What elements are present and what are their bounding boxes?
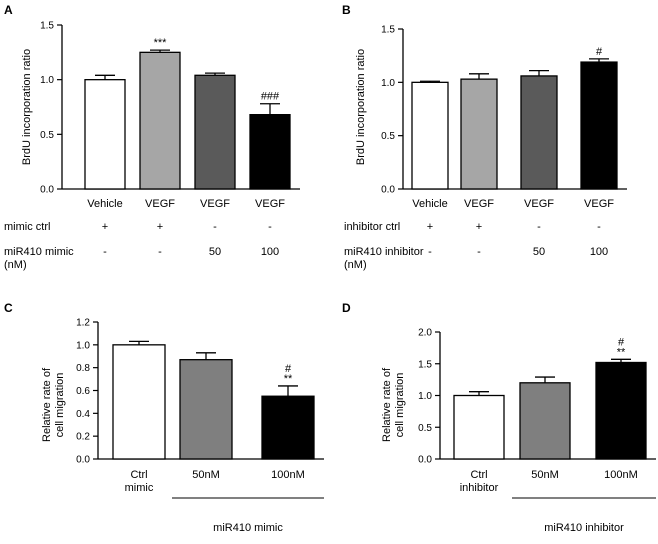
category-label: 50nM <box>192 469 220 481</box>
bar <box>519 382 571 460</box>
panel-c: C 0.0 0.2 0.4 0.6 0.8 1.0 1.2 Relative rate ofce… <box>4 301 324 534</box>
y-tick-label: 0.5 <box>40 130 54 141</box>
y-tick-label: 1.0 <box>418 391 432 402</box>
condition-value: - <box>537 221 541 233</box>
condition-label: inhibitor ctrl <box>344 221 400 233</box>
group-label: miR410 mimic <box>213 522 283 534</box>
bar <box>460 78 498 190</box>
panel-letter: C <box>4 301 13 315</box>
category-label: Vehicle <box>87 198 122 210</box>
category-label: Ctrl <box>470 469 487 481</box>
category-label: 100nM <box>604 469 638 481</box>
condition-value: + <box>157 221 163 233</box>
bar <box>580 61 618 190</box>
panel-letter: B <box>342 3 351 17</box>
condition-value: - <box>213 221 217 233</box>
condition-value: - <box>158 246 162 258</box>
y-tick-label: 0.0 <box>40 185 54 196</box>
y-axis-title: Relative rate ofcell migration <box>381 367 406 442</box>
y-tick-label: 2.0 <box>418 328 432 339</box>
y-tick-label: 0.6 <box>76 386 90 397</box>
y-tick-label: 0.5 <box>381 131 395 142</box>
panel-b: B 0.0 0.5 1.0 1.5 BrdU incorporation ratio Veh… <box>342 3 627 271</box>
y-axis-title: BrdU incorporation ratio <box>21 49 33 165</box>
condition-value: - <box>103 246 107 258</box>
y-tick-label: 0.8 <box>76 363 90 374</box>
significance-label: *** <box>154 37 168 49</box>
bar <box>179 359 233 460</box>
group-label: miR410 inhibitor <box>544 522 624 534</box>
significance-label: # <box>618 336 625 348</box>
y-tick-label: 1.5 <box>418 359 432 370</box>
category-label: VEGF <box>200 198 230 210</box>
condition-value: - <box>477 246 481 258</box>
condition-value: + <box>102 221 108 233</box>
significance-label: # <box>596 46 603 58</box>
bar <box>194 74 236 190</box>
condition-value: - <box>428 246 432 258</box>
category-label: VEGF <box>145 198 175 210</box>
y-axis-title: Relative rate ofcell migration <box>41 367 66 442</box>
y-tick-label: 1.5 <box>40 21 54 32</box>
y-tick-label: 1.5 <box>381 25 395 36</box>
bar <box>84 79 126 190</box>
y-tick-label: 1.0 <box>381 78 395 89</box>
category-label: VEGF <box>584 198 614 210</box>
category-label: VEGF <box>464 198 494 210</box>
bar <box>520 75 558 190</box>
condition-value: 50 <box>533 246 545 258</box>
category-label: Ctrl <box>130 469 147 481</box>
category-label: mimic <box>125 482 154 494</box>
condition-value: + <box>476 221 482 233</box>
bar <box>453 394 505 460</box>
panel-d: D 0.0 0.5 1.0 1.5 2.0 Relative rate ofcell mig… <box>342 301 656 534</box>
y-tick-label: 0.2 <box>76 432 90 443</box>
panel-a: A 0.0 0.5 1.0 1.5 BrdU incorporation ratio Veh… <box>4 3 300 271</box>
bar <box>139 51 181 190</box>
y-tick-label: 0.5 <box>418 423 432 434</box>
condition-value: + <box>427 221 433 233</box>
significance-label: ### <box>261 91 280 103</box>
condition-value: 100 <box>261 246 279 258</box>
category-label: inhibitor <box>460 482 499 494</box>
significance-label: ** <box>617 346 626 358</box>
bar <box>249 114 291 190</box>
y-tick-label: 0.4 <box>76 409 90 420</box>
category-label: Vehicle <box>412 198 447 210</box>
condition-value: 50 <box>209 246 221 258</box>
y-tick-label: 1.2 <box>76 318 90 329</box>
category-label: 100nM <box>271 469 305 481</box>
y-tick-label: 0.0 <box>76 455 90 466</box>
condition-label: mimic ctrl <box>4 221 50 233</box>
y-axis-title: BrdU incorporation ratio <box>355 49 367 165</box>
bar <box>595 361 647 460</box>
condition-value: - <box>597 221 601 233</box>
condition-label: miR410 inhibitor (nM) <box>344 246 424 271</box>
bar <box>261 395 315 460</box>
y-tick-label: 1.0 <box>76 340 90 351</box>
bar <box>411 81 449 190</box>
panel-letter: D <box>342 301 351 315</box>
category-label: 50nM <box>531 469 559 481</box>
significance-label: ** <box>284 373 293 385</box>
condition-value: 100 <box>590 246 608 258</box>
category-label: VEGF <box>255 198 285 210</box>
y-tick-label: 0.0 <box>418 455 432 466</box>
bar <box>112 344 166 460</box>
y-tick-label: 0.0 <box>381 185 395 196</box>
category-label: VEGF <box>524 198 554 210</box>
condition-value: - <box>268 221 272 233</box>
panel-letter: A <box>4 3 13 17</box>
significance-label: # <box>285 363 292 375</box>
y-tick-label: 1.0 <box>40 75 54 86</box>
condition-label: miR410 mimic (nM) <box>4 246 74 271</box>
